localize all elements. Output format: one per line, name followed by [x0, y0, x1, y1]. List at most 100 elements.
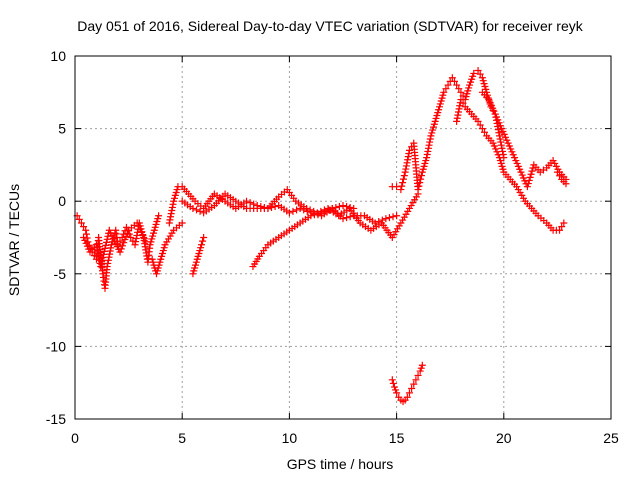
data-point-fill — [560, 178, 568, 186]
y-tick-label: 0 — [58, 193, 66, 209]
data-point-fill — [123, 229, 131, 237]
data-point-fill — [416, 179, 424, 187]
data-point-fill — [424, 147, 432, 155]
x-axis-label: GPS time / hours — [287, 456, 394, 472]
data-point-fill — [283, 207, 291, 215]
data-point-fill — [335, 203, 343, 211]
data-point-fill — [496, 122, 504, 130]
data-point-fill — [516, 165, 524, 173]
data-point-fill — [455, 105, 463, 113]
data-point — [410, 380, 418, 388]
data-point — [350, 204, 358, 212]
data-point-fill — [346, 203, 354, 211]
data-point-fill — [289, 207, 297, 215]
data-point-fill — [496, 135, 504, 143]
data-point-fill — [385, 214, 393, 222]
data-point-fill — [293, 221, 301, 229]
data-point-fill — [422, 157, 430, 165]
data-point-fill — [273, 195, 281, 203]
data-point-fill — [168, 229, 176, 237]
x-tick-label: 0 — [71, 430, 79, 446]
data-point-fill — [375, 218, 383, 226]
data-point-fill — [402, 162, 410, 170]
data-point-fill — [417, 364, 425, 372]
data-point-fill — [103, 235, 111, 243]
data-point — [77, 219, 85, 227]
data-point-fill — [75, 215, 83, 223]
data-point-fill — [487, 137, 495, 145]
data-point-fill — [424, 144, 432, 152]
data-point-fill — [117, 245, 125, 253]
data-point — [405, 146, 413, 154]
data-point-fill — [454, 111, 462, 119]
x-tick-label: 20 — [496, 430, 512, 446]
data-point-fill — [426, 138, 434, 146]
data-point — [165, 219, 173, 227]
plot-border — [74, 55, 612, 420]
data-point — [453, 81, 461, 89]
data-point-fill — [97, 260, 105, 268]
data-point-fill — [332, 203, 340, 211]
data-point — [448, 74, 456, 82]
data-point-fill — [304, 214, 312, 222]
data-point-fill — [403, 159, 411, 167]
y-tick-label: 5 — [58, 121, 66, 137]
data-point-fill — [135, 222, 143, 230]
data-point — [393, 212, 401, 220]
data-point-fill — [453, 114, 461, 122]
data-point-fill — [442, 85, 450, 93]
data-point — [97, 263, 105, 271]
data-point-fill — [120, 239, 128, 247]
data-point-fill — [402, 165, 410, 173]
data-point — [414, 371, 422, 379]
data-point-fill — [497, 141, 505, 149]
data-point-fill — [98, 256, 106, 264]
data-point-fill — [106, 250, 114, 258]
data-point-fill — [547, 224, 555, 232]
data-point-fill — [105, 253, 113, 261]
data-point-fill — [271, 203, 279, 211]
data-point-fill — [229, 195, 237, 203]
data-point-fill — [118, 242, 126, 250]
data-point — [397, 186, 405, 194]
data-point-fill — [389, 379, 397, 387]
data-point-fill — [526, 202, 534, 210]
data-point-fill — [439, 91, 447, 99]
data-point-fill — [532, 209, 540, 217]
data-point-fill — [290, 194, 298, 202]
data-point-fill — [423, 151, 431, 159]
data-point-fill — [336, 212, 344, 220]
chart-title: Day 051 of 2016, Sidereal Day-to-day VTE… — [77, 18, 583, 34]
data-series — [73, 67, 570, 406]
data-point-fill — [160, 244, 168, 252]
data-point — [296, 204, 304, 212]
data-point-fill — [169, 200, 177, 208]
data-point-fill — [106, 247, 114, 255]
data-point-fill — [167, 210, 175, 218]
y-tick-label: -5 — [54, 266, 67, 282]
series-trace-evening-upper — [478, 88, 570, 191]
data-point-fill — [435, 106, 443, 114]
y-axis-label: SDTVAR / TECUs — [6, 184, 22, 296]
data-point-fill — [465, 108, 473, 116]
data-point-fill — [186, 203, 194, 211]
x-tick-label: 15 — [389, 430, 405, 446]
gridlines — [75, 56, 611, 419]
data-point-fill — [392, 386, 400, 394]
data-point-fill — [412, 193, 420, 201]
data-point — [474, 67, 482, 75]
data-point-fill — [102, 238, 110, 246]
data-point-fill — [415, 182, 423, 190]
data-point — [401, 168, 409, 176]
series-trace-morning-upper — [178, 190, 401, 227]
data-point — [444, 81, 452, 89]
data-point-fill — [417, 172, 425, 180]
data-point-fill — [558, 223, 566, 231]
data-point-fill — [504, 173, 512, 181]
data-point-fill — [540, 217, 548, 225]
x-tick-label: 5 — [178, 430, 186, 446]
data-point — [560, 219, 568, 227]
data-point-fill — [122, 232, 130, 240]
data-point-fill — [405, 149, 413, 157]
data-point-fill — [494, 126, 502, 134]
